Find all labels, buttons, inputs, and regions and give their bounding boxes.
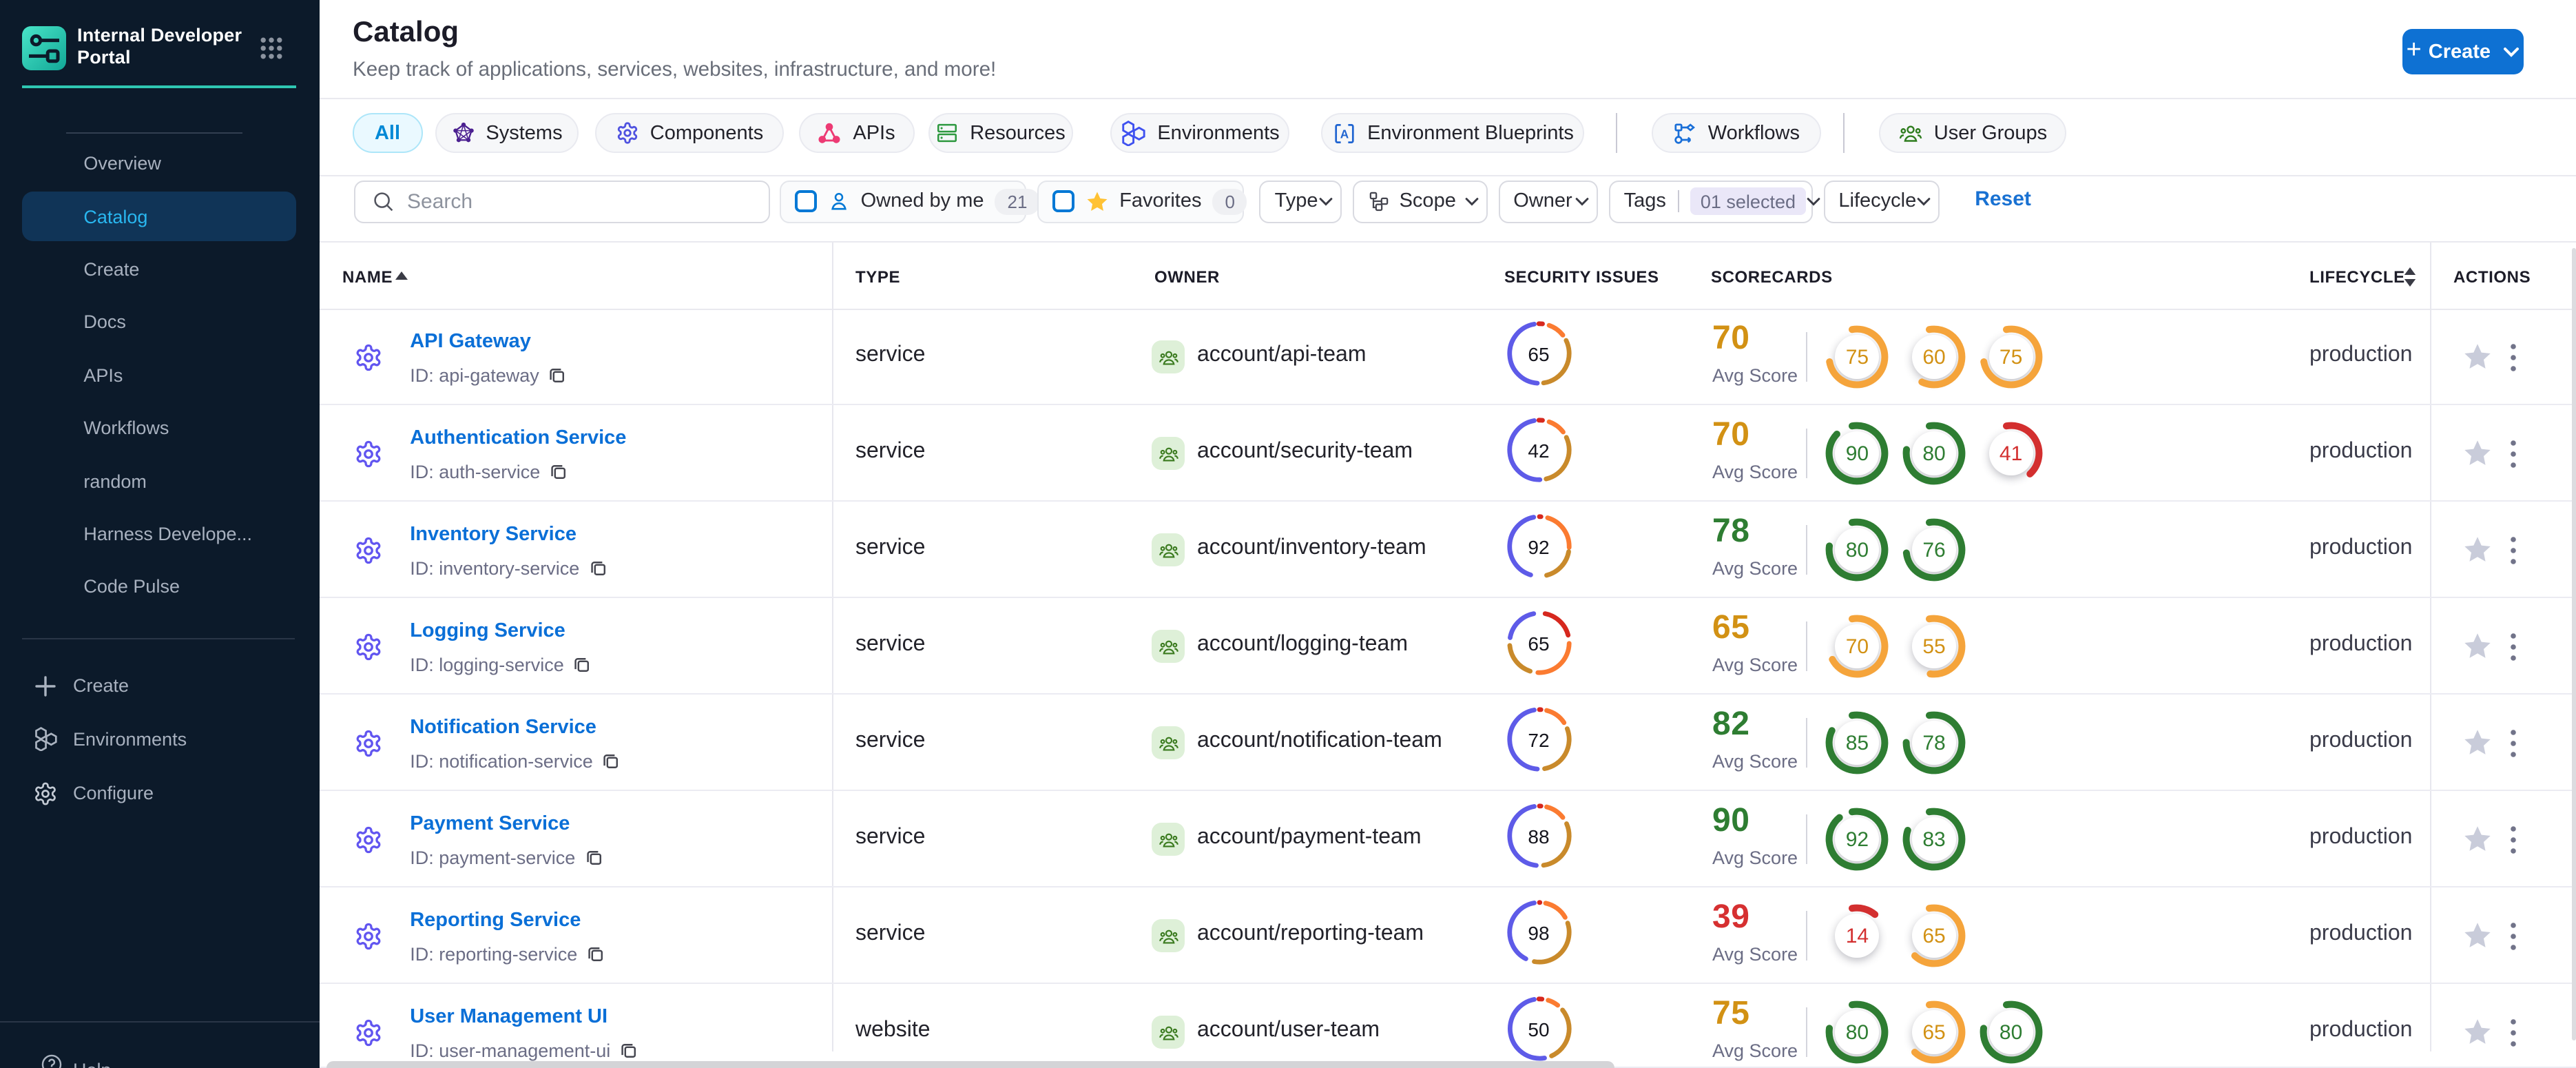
svg-text:A: A xyxy=(1340,126,1348,140)
